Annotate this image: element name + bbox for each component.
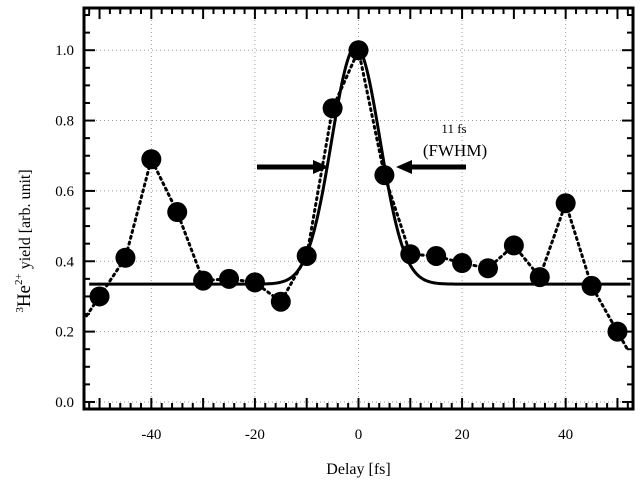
data-point <box>503 235 524 256</box>
x-tick-label: 20 <box>455 427 470 443</box>
data-point <box>193 270 214 291</box>
y-tick-labels: 0.0 0.2 0.4 0.6 0.8 1.0 <box>55 43 74 411</box>
x-tick-label: -40 <box>141 427 161 443</box>
data-point <box>296 245 317 266</box>
data-dotted-line <box>85 45 630 352</box>
y-tick-label: 1.0 <box>55 43 74 59</box>
data-point <box>244 272 265 293</box>
y-title-rest: yield [arb. unit] <box>17 169 34 273</box>
data-point <box>374 165 395 186</box>
data-point <box>477 258 498 279</box>
data-point <box>219 268 240 289</box>
y-tick-label: 0.2 <box>55 325 74 341</box>
x-tick-label: 40 <box>558 427 573 443</box>
right-arrow-head <box>396 160 412 174</box>
x-tick-label: 0 <box>355 427 363 443</box>
data-point <box>426 245 447 266</box>
data-point <box>322 98 343 119</box>
fwhm-value: 11 fs <box>441 121 466 136</box>
y-tick-label: 0.8 <box>55 114 74 130</box>
fwhm-annotation: 11 fs (FWHM) <box>257 121 487 174</box>
left-arrow-head <box>313 160 329 174</box>
data-point <box>581 275 602 296</box>
y-tick-label: 0.0 <box>55 395 74 411</box>
fwhm-label: (FWHM) <box>423 141 487 160</box>
data-point <box>141 149 162 170</box>
data-point <box>529 267 550 288</box>
data-point <box>115 247 136 268</box>
data-point <box>607 321 628 342</box>
plot-frame <box>82 6 635 411</box>
y-tick-label: 0.4 <box>55 254 74 270</box>
y-title-element: He <box>14 285 35 307</box>
y-title-mass: 3 <box>14 307 26 313</box>
y-axis-title: 3He2+ yield [arb. unit] <box>13 169 35 312</box>
x-axis-title: Delay [fs] <box>326 461 390 478</box>
x-tick-label: -20 <box>245 427 265 443</box>
grid <box>84 8 633 409</box>
x-tick-labels: -40 -20 0 20 40 <box>141 427 573 443</box>
data-point <box>89 286 110 307</box>
data-point <box>167 202 188 223</box>
data-point <box>400 244 421 265</box>
data-point <box>348 40 369 61</box>
data-points <box>89 40 628 342</box>
y-title-charge: 2+ <box>13 273 25 285</box>
data-point <box>452 253 473 274</box>
data-point <box>270 291 291 312</box>
dotted-connector <box>85 45 630 352</box>
y-tick-label: 0.6 <box>55 184 74 200</box>
data-point <box>555 193 576 214</box>
